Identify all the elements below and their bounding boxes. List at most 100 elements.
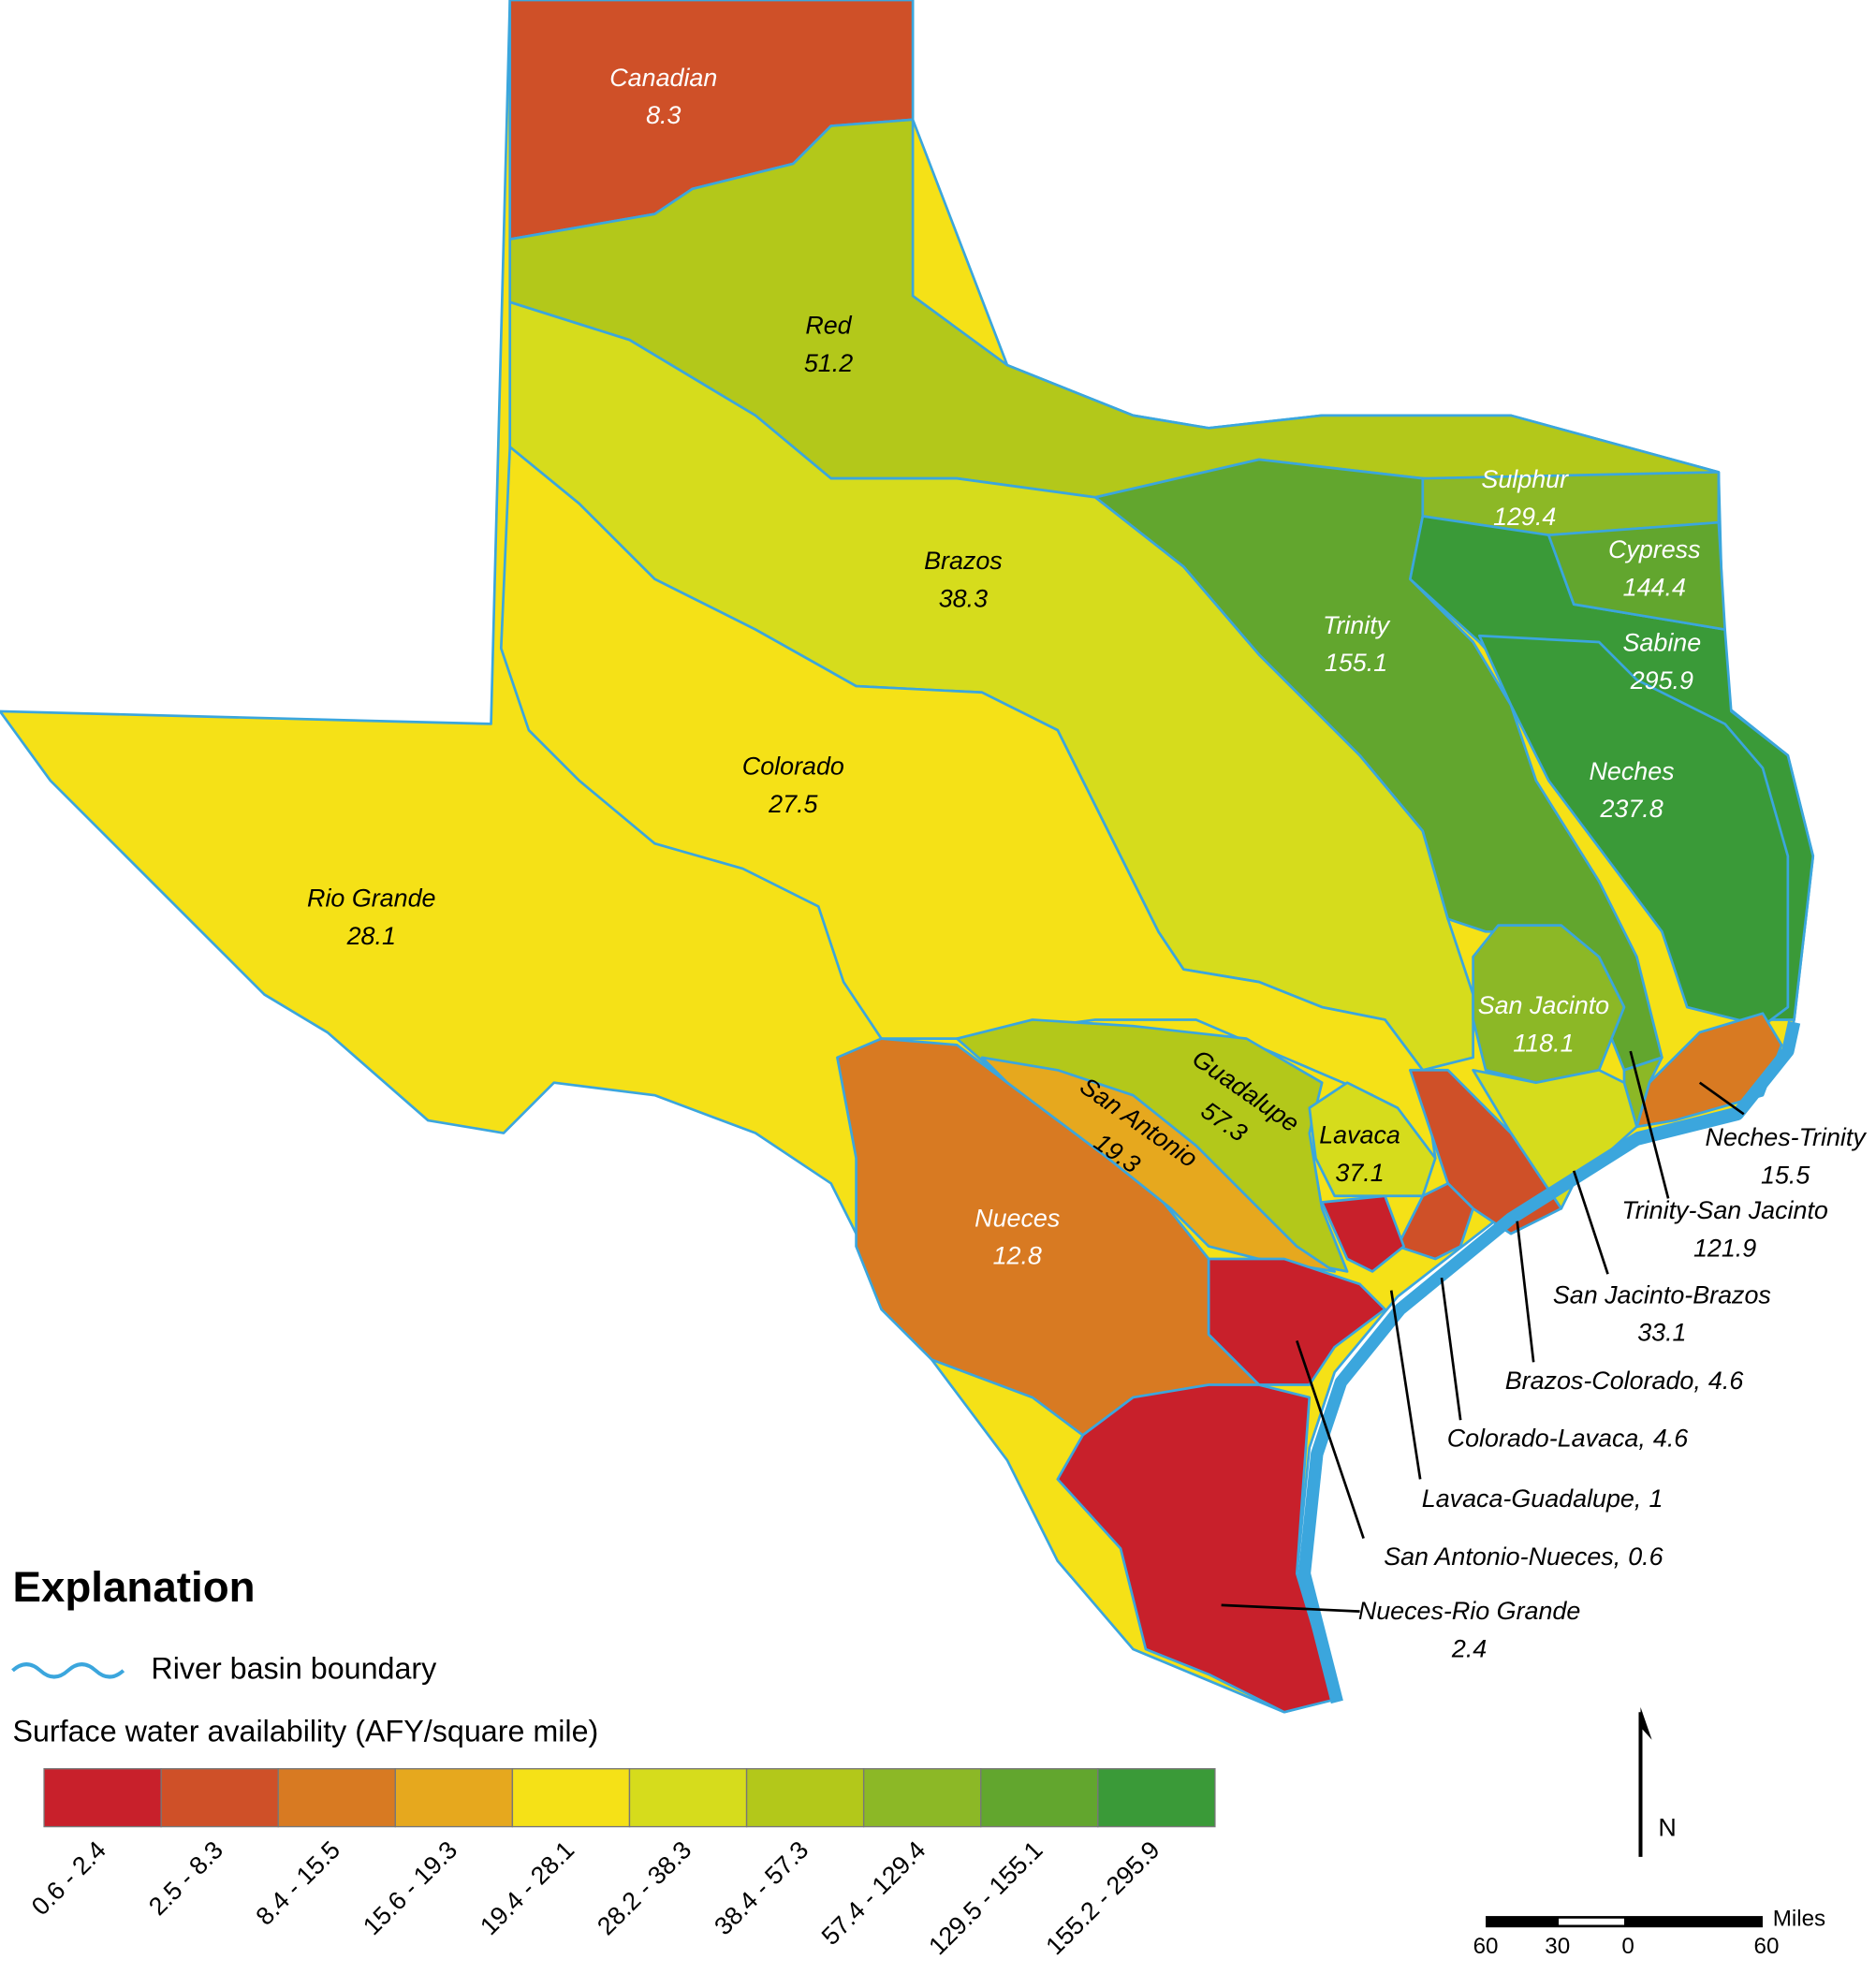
basin-label: Brazos 38.3: [924, 547, 1003, 612]
legend-label: 8.4 - 15.5: [251, 1835, 346, 1931]
legend-label: 2.5 - 8.3: [143, 1835, 228, 1921]
basin-label: Nueces 12.8: [975, 1204, 1060, 1269]
leader-line: [1572, 1170, 1609, 1275]
basin-value: 4.6: [1653, 1425, 1688, 1453]
scale-bar-segment: [1559, 1918, 1625, 1925]
legend-swatch: [277, 1768, 396, 1828]
legend-label: 15.6 - 19.3: [358, 1835, 462, 1940]
basin-name: Brazos-Colorado,: [1505, 1367, 1701, 1395]
scale-unit: Miles: [1773, 1907, 1825, 1932]
basin-label: Neches-Trinity 15.5: [1706, 1123, 1868, 1189]
scale-tick-label: 60: [1473, 1934, 1499, 1959]
basin: [1396, 1181, 1474, 1261]
basin-name: San Antonio-Nueces,: [1384, 1543, 1620, 1571]
legend-swatch: [862, 1768, 982, 1828]
legend-swatch: [160, 1768, 279, 1828]
legend-swatch: [628, 1768, 748, 1828]
basin-name: Cypress: [1608, 535, 1701, 563]
basin-value: 33.1: [1637, 1319, 1686, 1347]
basin-label: San Antonio-Nueces, 0.6: [1384, 1543, 1663, 1571]
leader-line: [1296, 1340, 1365, 1540]
basin-label: Colorado-Lavaca, 4.6: [1447, 1425, 1689, 1453]
basin-value: 15.5: [1761, 1162, 1810, 1190]
legend-label: 155.2 - 295.9: [1040, 1835, 1165, 1960]
basin-label: Lavaca 37.1: [1319, 1121, 1400, 1187]
basin-name: Nueces: [975, 1204, 1060, 1232]
basin-name: Sulphur: [1481, 465, 1569, 493]
boundary-label: River basin boundary: [151, 1651, 437, 1685]
basin-value: 1: [1649, 1484, 1663, 1513]
basin-name: Colorado-Lavaca,: [1447, 1425, 1646, 1453]
basins: [0, 0, 1815, 1714]
basin: [1409, 1068, 1563, 1236]
leader-line: [1440, 1278, 1462, 1421]
basin-name: Trinity-San Jacinto: [1621, 1196, 1828, 1224]
basin: [1320, 1194, 1405, 1273]
basin-label: Cypress 144.4: [1608, 535, 1701, 601]
leader-line: [1629, 1050, 1670, 1199]
basin-label: Sulphur 129.4: [1481, 465, 1569, 531]
basin-label: Trinity-San Jacinto 121.9: [1621, 1196, 1828, 1262]
basin-name: Brazos: [924, 547, 1003, 575]
legend-swatch: [745, 1768, 865, 1828]
basin-label: San Jacinto-Brazos 33.1: [1553, 1280, 1771, 1346]
legend-label: 38.4 - 57.3: [709, 1835, 813, 1940]
basin-name: Neches: [1590, 757, 1675, 785]
basin-value: 28.1: [346, 922, 396, 950]
boundary-swatch: [11, 1662, 125, 1679]
basin-value: 121.9: [1693, 1235, 1756, 1263]
basin-label: Trinity 155.1: [1323, 611, 1391, 677]
basin: [1472, 924, 1626, 1085]
leader-line: [1221, 1603, 1360, 1613]
basin: [1477, 634, 1790, 1028]
north-arrowhead: [1640, 1706, 1652, 1740]
basin-value: 37.1: [1335, 1159, 1384, 1187]
scale-tick-label: 30: [1545, 1934, 1570, 1959]
legend-swatch: [511, 1768, 631, 1828]
coast-bays: [1297, 1020, 1801, 1704]
basin-value: 129.4: [1493, 503, 1556, 531]
legend-swatch: [1097, 1768, 1216, 1828]
basin-label: Brazos-Colorado, 4.6: [1505, 1367, 1744, 1395]
basin-label: Rio Grande 28.1: [307, 885, 435, 950]
basin-label: Nueces-Rio Grande 2.4: [1358, 1597, 1581, 1662]
leader-line: [1698, 1081, 1745, 1116]
basin-value: 2.4: [1451, 1634, 1487, 1662]
basin-label: Neches 237.8: [1590, 757, 1675, 823]
basin-name: Lavaca-Guadalupe,: [1422, 1484, 1642, 1513]
north-label: N: [1658, 1813, 1676, 1841]
basin-value: 27.5: [768, 790, 818, 818]
scale-tick-label: 0: [1621, 1934, 1634, 1959]
basin-value: 155.1: [1325, 649, 1387, 677]
basin-value: 295.9: [1630, 666, 1693, 695]
basin-name: Trinity: [1323, 611, 1391, 639]
basin-name: San Jacinto-Brazos: [1553, 1280, 1771, 1309]
basin-value: 0.6: [1628, 1543, 1663, 1571]
legend-swatch: [394, 1768, 514, 1828]
legend-title: Explanation: [12, 1563, 255, 1611]
basin-name: Lavaca: [1319, 1121, 1400, 1149]
legend-label: 129.5 - 155.1: [923, 1835, 1048, 1960]
basin-label: Lavaca-Guadalupe, 1: [1422, 1484, 1663, 1513]
basin-value: 144.4: [1623, 574, 1686, 602]
basin-name: Neches-Trinity: [1706, 1123, 1868, 1151]
basin-value: 12.8: [993, 1242, 1042, 1270]
basin-name: Colorado: [742, 753, 844, 781]
legend-label: 28.2 - 38.3: [592, 1835, 696, 1940]
scale-tick-label: 60: [1754, 1934, 1780, 1959]
basin-value: 8.3: [646, 101, 681, 129]
basin-name: Sabine: [1623, 629, 1702, 657]
basin-label: Canadian 8.3: [609, 64, 717, 129]
basin: [1546, 520, 1726, 631]
scale-title: Surface water availability (AFY/square m…: [12, 1715, 598, 1748]
legend-swatch: [980, 1768, 1099, 1828]
basin-value: 51.2: [804, 349, 853, 377]
basin-value: 237.8: [1599, 795, 1663, 823]
legend-label: 19.4 - 28.1: [475, 1835, 579, 1940]
basin-label: Sabine 295.9: [1623, 629, 1702, 695]
basin-label: Red 51.2: [804, 312, 853, 377]
basin: [1207, 1257, 1386, 1386]
basin-value: 118.1: [1513, 1029, 1574, 1057]
basin-name: Rio Grande: [307, 885, 435, 913]
